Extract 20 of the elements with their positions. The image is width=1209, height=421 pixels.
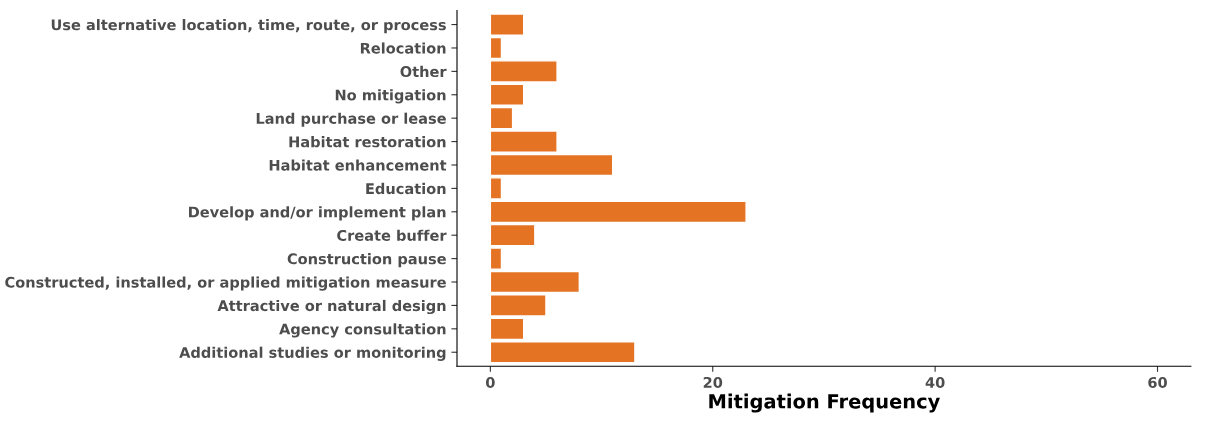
y-tick-label: Attractive or natural design: [217, 299, 446, 315]
y-tick-label: Construction pause: [287, 253, 446, 268]
y-tick-label: Agency consultation: [279, 323, 446, 338]
x-tick-label: 20: [703, 376, 723, 388]
x-axis-title: Mitigation Frequency: [709, 393, 940, 413]
y-tick-label: Develop and/or implement plan: [189, 206, 446, 221]
x-tick-label: 0: [485, 376, 495, 388]
y-tick-label: Habitat restoration: [289, 136, 446, 148]
y-tick-label: Additional studies or monitoring: [179, 346, 446, 361]
y-tick-label: Education: [366, 182, 446, 195]
x-tick-label: 40: [925, 376, 945, 388]
y-tick-label: Habitat enhancement: [269, 159, 447, 171]
y-tick-label: Other: [400, 65, 447, 78]
y-tick-label: Land purchase or lease: [256, 112, 446, 127]
y-tick-label: Constructed, installed, or applied mitigation measure: [5, 276, 446, 291]
y-tick-label: Use alternative location, time, route, or process: [51, 19, 446, 34]
y-tick-label: Create buffer: [337, 229, 447, 241]
y-tick-label: Relocation: [360, 42, 446, 54]
y-tick-label: No mitigation: [335, 89, 446, 104]
x-tick-label: 60: [1148, 376, 1167, 388]
